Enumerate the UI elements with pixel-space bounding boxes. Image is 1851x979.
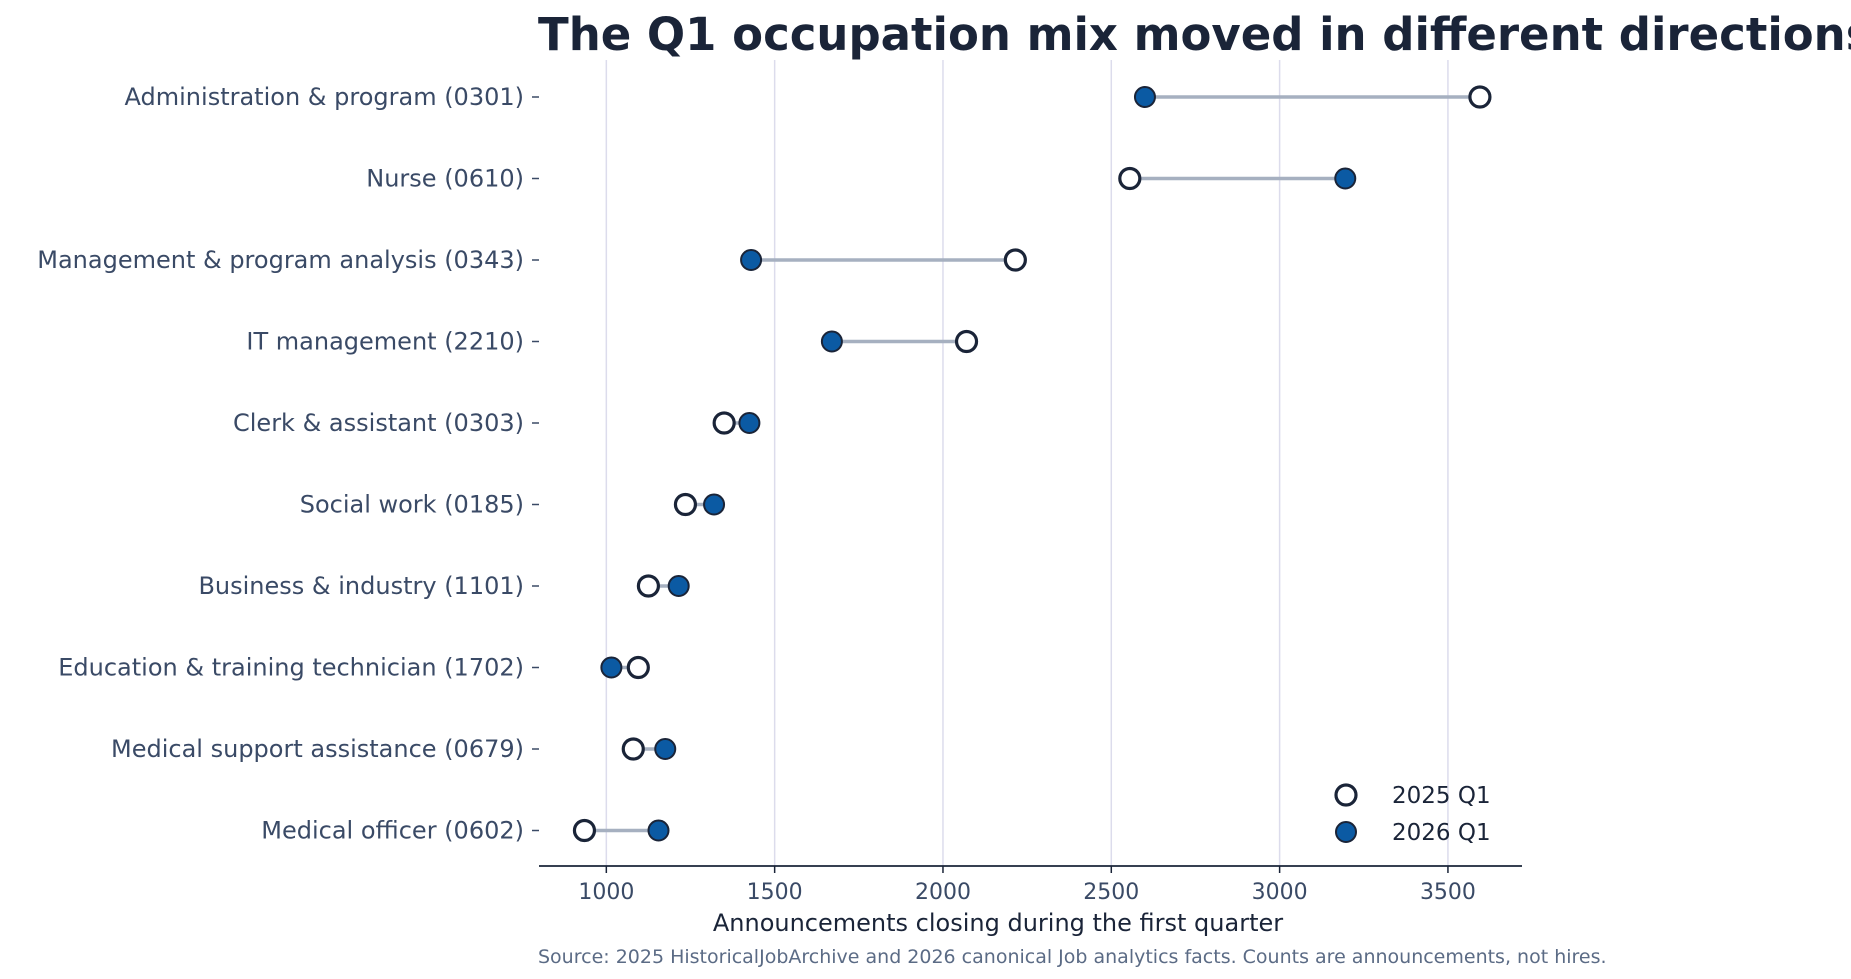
y-tick-label: Medical officer (0602) (261, 817, 524, 845)
y-tick-label: Management & program analysis (0343) (37, 246, 524, 274)
x-tick-label: 1000 (578, 880, 634, 905)
point-2026-q1 (654, 738, 677, 760)
y-tick-label: Social work (0185) (300, 491, 524, 519)
legend: 2025 Q1 2026 Q1 (1334, 783, 1491, 846)
point-2026-q1 (820, 330, 843, 353)
x-axis: 1000 1500 2000 2500 3000 3500 (539, 865, 1522, 905)
x-tick-label: 2500 (1083, 880, 1139, 905)
legend-label-2026-q1: 2026 Q1 (1392, 820, 1491, 846)
point-2025-q1 (1118, 166, 1142, 191)
point-2025-q1 (636, 574, 661, 598)
source-note: Source: 2025 HistoricalJobArchive and 20… (538, 946, 1607, 968)
connectors (584, 95, 1480, 833)
y-tick-label: Medical support assistance (0679) (111, 735, 524, 763)
x-tick-label: 3000 (1252, 880, 1308, 905)
y-tick-label: Nurse (0610) (366, 165, 524, 193)
y-tick-label: IT management (2210) (246, 328, 524, 356)
point-2026-q1 (740, 249, 763, 271)
point-2026-q1 (600, 656, 623, 679)
point-2025-q1 (572, 818, 597, 843)
chart-title: The Q1 occupation mix moved in different… (538, 8, 1851, 61)
point-2026-q1 (1334, 167, 1357, 190)
point-2026-q1 (647, 819, 670, 842)
x-axis-title: Announcements closing during the first q… (713, 909, 1283, 937)
y-tick-label: Education & training technician (1702) (58, 654, 524, 682)
legend-marker-2025-q1 (1334, 783, 1358, 807)
point-2025-q1 (621, 737, 645, 761)
point-2025-q1 (954, 329, 979, 354)
point-2025-q1 (1003, 248, 1027, 272)
point-2025-q1 (712, 411, 736, 435)
point-2026-q1 (667, 575, 690, 597)
legend-marker-2026-q1 (1335, 821, 1357, 843)
legend-label-2025-q1: 2025 Q1 (1392, 783, 1491, 809)
point-2026-q1 (738, 412, 761, 434)
x-tick-label: 3500 (1420, 880, 1476, 905)
point-2025-q1 (673, 492, 698, 517)
point-2026-q1 (1133, 86, 1156, 108)
point-2026-q1 (703, 493, 726, 516)
y-tick-label: Clerk & assistant (0303) (233, 409, 524, 437)
y-tick-label: Business & industry (1101) (198, 572, 524, 600)
x-tick-label: 2000 (915, 880, 971, 905)
y-tick-label: Administration & program (0301) (125, 83, 524, 111)
gridlines (605, 60, 1449, 866)
y-axis: Administration & program (0301) Nurse (06… (37, 83, 539, 845)
point-2025-q1 (626, 655, 650, 680)
x-tick-label: 1500 (747, 880, 803, 905)
point-2025-q1 (1468, 85, 1492, 109)
data-points (572, 85, 1492, 843)
